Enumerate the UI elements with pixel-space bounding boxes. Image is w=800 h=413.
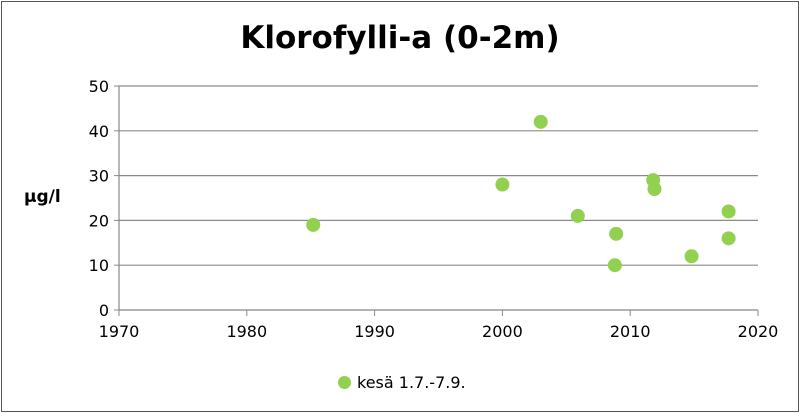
x-tick-label: 1970 xyxy=(99,322,140,341)
y-axis-label: µg/l xyxy=(24,187,61,207)
x-tick-label: 2020 xyxy=(738,322,779,341)
data-point xyxy=(533,114,548,129)
x-tick-label: 1990 xyxy=(354,322,395,341)
data-point xyxy=(495,177,510,192)
y-tick-label: 50 xyxy=(89,77,109,96)
gridlines xyxy=(119,85,758,266)
y-tick-label: 30 xyxy=(89,167,109,186)
x-tick-label: 2000 xyxy=(482,322,523,341)
x-tick-label: 1980 xyxy=(226,322,267,341)
data-point xyxy=(609,226,624,241)
legend: kesä 1.7.-7.9. xyxy=(338,373,466,392)
x-tick-label: 2010 xyxy=(610,322,651,341)
data-point xyxy=(721,204,736,219)
chart-title: Klorofylli-a (0-2m) xyxy=(240,20,560,56)
legend-marker-icon xyxy=(338,376,351,389)
data-point xyxy=(570,208,585,223)
legend-label: kesä 1.7.-7.9. xyxy=(357,373,466,392)
y-tick-label: 0 xyxy=(99,301,109,320)
data-point xyxy=(721,231,736,246)
data-point xyxy=(647,182,662,197)
data-point xyxy=(306,217,321,232)
y-tick-label: 40 xyxy=(89,122,109,141)
y-tick-label: 10 xyxy=(89,256,109,275)
data-point xyxy=(684,249,699,264)
data-points xyxy=(306,114,736,273)
axes xyxy=(114,85,759,316)
data-point xyxy=(607,258,622,273)
x-tick-labels: 1970 1980 1990 2000 2010 2020 xyxy=(99,322,779,341)
y-tick-label: 20 xyxy=(89,211,109,230)
y-tick-labels: 0 10 20 30 40 50 xyxy=(89,77,109,320)
